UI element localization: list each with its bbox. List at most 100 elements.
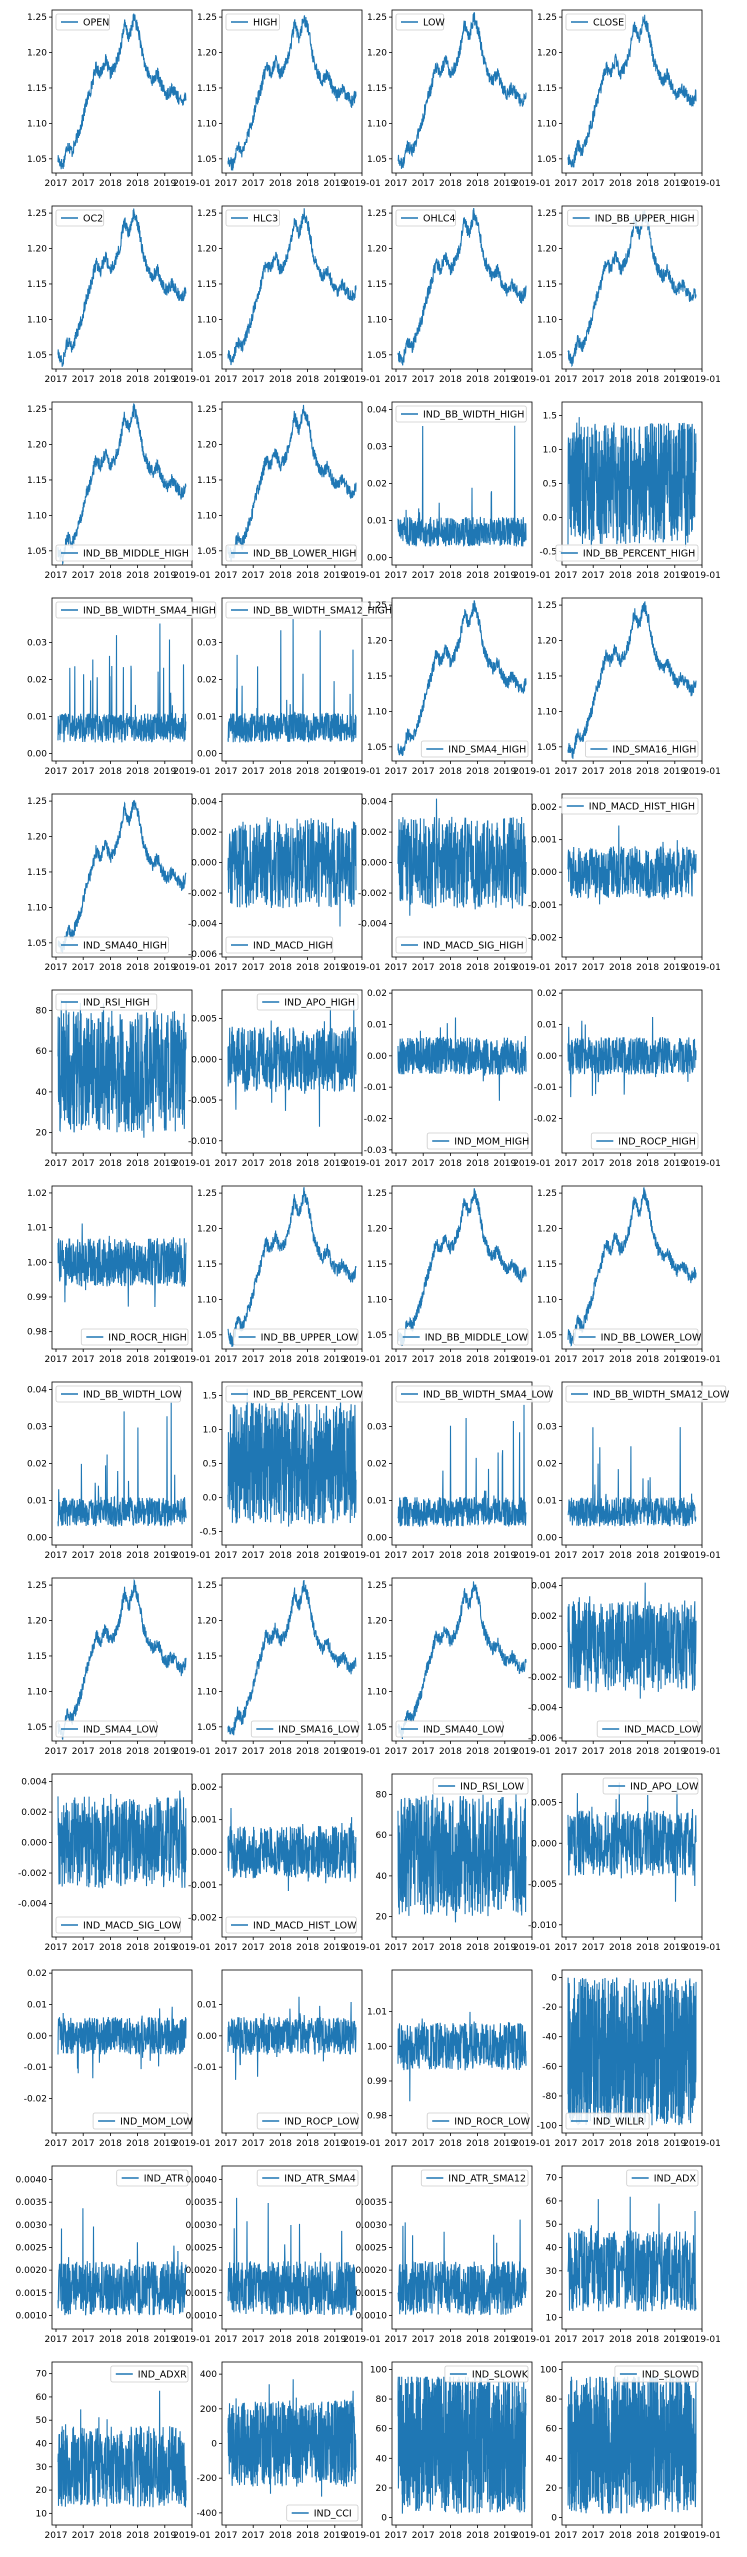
y-tick-label: 0.03 (537, 1422, 557, 1432)
y-tick-label: 0.000 (21, 1839, 47, 1849)
x-tick-label: 2018 (636, 767, 659, 777)
x-tick-label: 2017 (45, 1551, 68, 1561)
y-tick-label: 20 (36, 2486, 48, 2496)
x-tick-label: 2017 (45, 2335, 68, 2345)
x-tick-label: 2018 (609, 2335, 632, 2345)
legend: IND_ROCR_HIGH (80, 1328, 189, 1346)
y-tick-label: -0.01 (24, 2063, 47, 2073)
x-tick-label: 2018 (126, 2139, 149, 2149)
y-tick-label: 50 (546, 2220, 558, 2230)
legend-label: IND_ATR_SMA12 (448, 2173, 526, 2184)
y-tick-label: 80 (36, 1006, 48, 1016)
chart-svg: 1.05 1.10 1.15 1.20 1.25 2017 2017 2018 2018 2019… (537, 597, 721, 777)
y-tick-label: 0.03 (367, 442, 387, 452)
legend-box (55, 1916, 181, 1934)
legend: IND_APO_LOW (602, 1777, 699, 1795)
legend-box (426, 1132, 529, 1150)
chart-panel-oc2: 1.05 1.10 1.15 1.20 1.25 2017 2017 2018 2018 2019… (2, 198, 211, 391)
legend-label: OHLC4 (423, 213, 456, 224)
x-tick-label: 2018 (296, 2139, 319, 2149)
x-tick-label: 2019-01 (343, 767, 381, 777)
y-tick-label: 0.004 (531, 1582, 557, 1592)
x-tick-label: 2017 (385, 1159, 408, 1169)
x-tick-label: 2019-01 (173, 2531, 211, 2541)
x-tick-label: 2017 (555, 2139, 578, 2149)
legend-box (397, 1328, 529, 1346)
legend-label: IND_ADX (654, 2173, 697, 2184)
x-tick-label: 2017 (385, 2139, 408, 2149)
y-tick-label: 0.01 (367, 517, 387, 527)
x-tick-label: 2019-01 (173, 1355, 211, 1365)
y-tick-label: 1.20 (537, 245, 557, 255)
y-tick-label: 1.05 (367, 155, 387, 165)
legend-box (256, 2112, 359, 2130)
y-tick-label: 1.10 (27, 1687, 47, 1697)
legend: IND_BB_WIDTH_LOW (55, 1385, 182, 1403)
y-tick-label: 0.04 (367, 405, 387, 415)
y-tick-label: 60 (36, 1047, 48, 1057)
y-tick-label: 0.005 (531, 1799, 557, 1809)
axes-frame (391, 2361, 533, 2526)
series-line (227, 1579, 357, 1736)
legend-label: IND_ROCR_LOW (454, 2116, 530, 2127)
y-tick-label: 1.25 (537, 13, 557, 23)
x-tick-label: 2019-01 (513, 1355, 551, 1365)
x-tick-label: 2018 (269, 963, 292, 973)
y-tick-label: 1.15 (537, 672, 557, 682)
y-tick-label: 1.20 (197, 1225, 217, 1235)
x-tick-label: 2019 (323, 963, 346, 973)
legend-label: IND_BB_LOWER_HIGH (253, 548, 356, 559)
y-tick-label: 1.20 (197, 49, 217, 59)
y-tick-label: -0.5 (199, 1527, 217, 1537)
y-tick-label: 0.0035 (186, 2198, 218, 2208)
x-tick-label: 2019 (323, 375, 346, 385)
x-tick-label: 2019 (323, 1159, 346, 1169)
chart-svg: 1.05 1.10 1.15 1.20 1.25 2017 2017 2018 2018 2019… (197, 205, 381, 385)
legend-label: IND_APO_HIGH (284, 997, 355, 1008)
y-tick-label: 0.000 (191, 1848, 217, 1858)
chart-svg: 0.0010 0.0015 0.0020 0.0025 0.0030 0.0035 2017… (356, 2165, 551, 2345)
chart-panel-ind-rocp-low: -0.01 0.00 0.01 2017 2017 2018 2018 2019 2019-01… (172, 1962, 381, 2155)
x-tick-label: 2019-01 (173, 375, 211, 385)
y-tick-label: 0.01 (367, 1020, 387, 1030)
x-tick-label: 2018 (126, 1355, 149, 1365)
series-line (227, 1996, 357, 2080)
x-tick-label: 2019 (153, 571, 176, 581)
chart-svg: 1.05 1.10 1.15 1.20 1.25 2017 2017 2018 2018 2019… (537, 1185, 721, 1365)
x-tick-label: 2019-01 (343, 375, 381, 385)
y-tick-label: 1.15 (367, 1652, 387, 1662)
legend-label: IND_SLOWD (642, 2369, 699, 2380)
x-tick-label: 2017 (242, 963, 265, 973)
series-line (227, 15, 357, 171)
legend-label: IND_BB_WIDTH_SMA12_LOW (593, 1389, 730, 1400)
legend: IND_MACD_SIG_HIGH (395, 936, 527, 954)
y-tick-label: 60 (546, 2425, 558, 2435)
x-tick-label: 2019 (663, 1551, 686, 1561)
x-tick-label: 2018 (609, 2531, 632, 2541)
series-line (57, 1223, 187, 1308)
chart-panel-ind-bb-percent-low: -0.5 0.0 0.5 1.0 1.5 2017 2017 2018 2018 2019 2019… (172, 1374, 381, 1567)
axes-frame (561, 793, 703, 958)
x-tick-label: 2018 (636, 375, 659, 385)
legend-label: IND_WILLR (593, 2116, 645, 2127)
legend: IND_SLOWD (614, 2365, 699, 2383)
x-tick-label: 2018 (466, 963, 489, 973)
y-tick-label: 1.20 (537, 637, 557, 647)
x-tick-label: 2017 (72, 1159, 95, 1169)
legend: IND_SMA40_HIGH (55, 936, 169, 954)
axes-frame (221, 793, 363, 958)
x-tick-label: 2017 (45, 1747, 68, 1757)
series-line (227, 2379, 357, 2497)
y-tick-label: -0.002 (188, 1913, 217, 1923)
x-tick-label: 2018 (296, 571, 319, 581)
y-tick-label: 0.01 (367, 1497, 387, 1507)
y-tick-label: 1.05 (27, 547, 47, 557)
x-tick-label: 2017 (45, 179, 68, 189)
legend-label: IND_ROCR_HIGH (108, 1332, 187, 1343)
axes-frame (391, 1969, 533, 2134)
legend: IND_BB_WIDTH_SMA4_LOW (395, 1385, 554, 1403)
legend-box (233, 1328, 359, 1346)
x-tick-label: 2019-01 (173, 1747, 211, 1757)
x-tick-label: 2019 (663, 2139, 686, 2149)
y-tick-label: 0.0025 (186, 2244, 218, 2254)
